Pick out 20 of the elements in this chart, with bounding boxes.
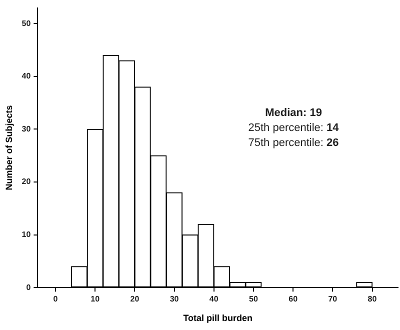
y-tick-label: 40 — [22, 72, 32, 81]
annotation: 25th percentile: 14 — [248, 122, 340, 134]
y-tick-label: 30 — [22, 124, 32, 134]
annotation: Median: 19 — [265, 106, 322, 119]
x-tick-label: 50 — [249, 294, 258, 304]
y-tick-label: 0 — [26, 282, 32, 292]
y-axis-title: Number of Subjects — [4, 105, 14, 190]
x-tick-label: 60 — [288, 294, 298, 304]
x-tick-label: 80 — [368, 294, 378, 304]
annotation: 75th percentile: 26 — [248, 136, 339, 149]
y-tick-label: 50 — [22, 18, 32, 28]
x-tick-label: 0 — [53, 294, 58, 304]
x-axis-title: Total pill burden — [183, 313, 253, 324]
x-tick-label: 20 — [130, 294, 140, 304]
x-tick-label: 40 — [209, 294, 219, 304]
y-tick-label: 10 — [22, 230, 32, 240]
x-tick-label: 10 — [90, 294, 100, 304]
x-tick-label: 70 — [328, 294, 338, 304]
x-tick-label: 30 — [170, 294, 180, 304]
y-tick-label: 20 — [22, 177, 32, 186]
